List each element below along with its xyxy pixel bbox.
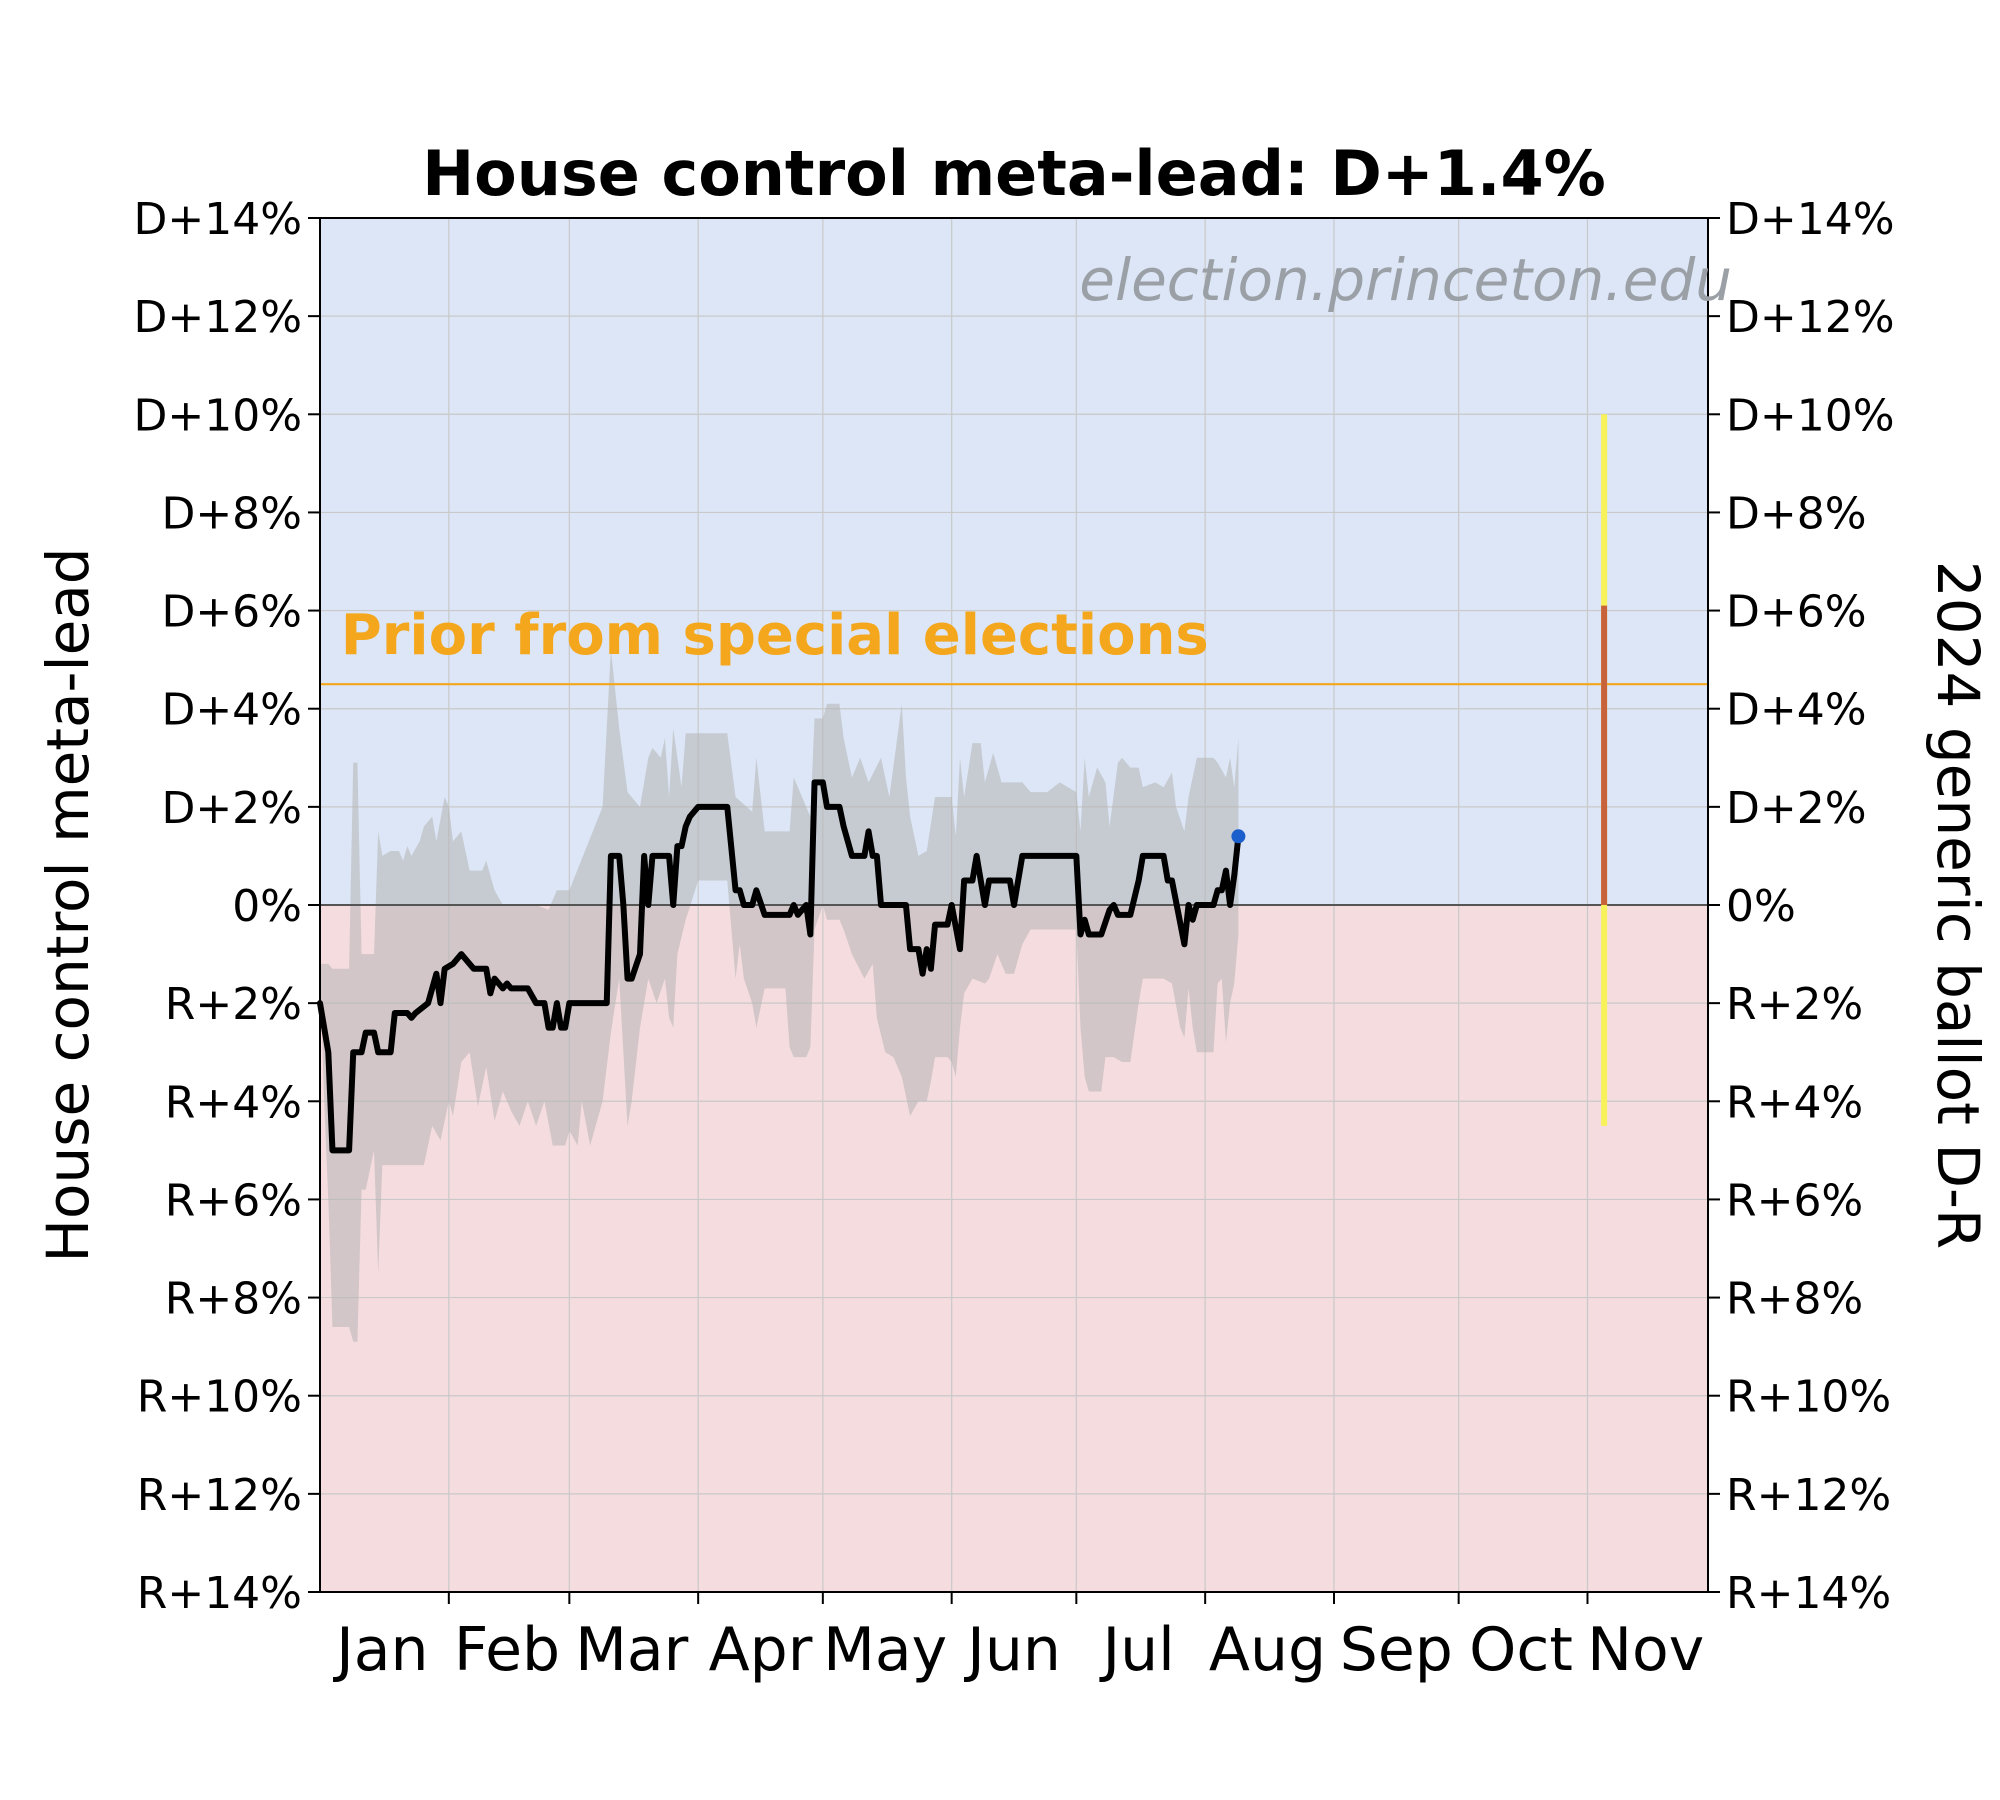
y-tick-label-right: 0%: [1726, 881, 1796, 932]
y-tick-label-left: R+6%: [165, 1175, 302, 1226]
y-tick-label-left: R+12%: [137, 1470, 302, 1521]
y-tick-label-left: 0%: [232, 881, 302, 932]
prior-label: Prior from special elections: [341, 603, 1209, 668]
chart-title: House control meta-lead: D+1.4%: [422, 137, 1605, 210]
y-tick-label-left: D+2%: [161, 783, 302, 834]
y-tick-label-left: R+8%: [165, 1274, 302, 1325]
chart-labels: House control meta-lead: D+1.4% House con…: [34, 137, 1992, 1263]
uncertainty-band: [320, 649, 1239, 1342]
x-tick-label-month: Aug: [1209, 1615, 1326, 1685]
y-tick-label-right: R+10%: [1726, 1372, 1891, 1423]
y-tick-label-right: D+10%: [1726, 390, 1895, 441]
y-tick-label-right: R+2%: [1726, 979, 1863, 1030]
y-tick-label-left: R+4%: [165, 1077, 302, 1128]
meta-lead-series: [317, 779, 1246, 1154]
y-tick-label-left: D+6%: [161, 587, 302, 638]
y-tick-label-left: D+14%: [133, 194, 302, 245]
prior-line-group: Prior from special elections: [320, 603, 1708, 686]
uncertainty-band-area: [320, 649, 1239, 1342]
y-tick-label-left: D+12%: [133, 292, 302, 343]
x-tick-label-month: Sep: [1340, 1615, 1453, 1685]
x-tick-label-month: Nov: [1587, 1615, 1704, 1685]
y-tick-label-right: D+14%: [1726, 194, 1895, 245]
y-tick-label-right: R+6%: [1726, 1175, 1863, 1226]
y-tick-label-left: D+8%: [161, 488, 302, 539]
y-tick-label-left: R+14%: [137, 1568, 302, 1619]
y-tick-label-right: D+12%: [1726, 292, 1895, 343]
y-tick-label-right: R+12%: [1726, 1470, 1891, 1521]
y-tick-label-left: R+10%: [137, 1372, 302, 1423]
y-tick-label-right: D+8%: [1726, 488, 1867, 539]
left-axis-label: House control meta-lead: [34, 547, 102, 1262]
axes: D+14% D+14% D+12% D+12% D+10% D+10% D+8% D+8% D+…: [133, 194, 1894, 1685]
y-tick-label-left: R+2%: [165, 979, 302, 1030]
x-tick-label-month: May: [823, 1615, 947, 1685]
current-value-point: [1231, 829, 1246, 844]
x-tick-label-month: Jul: [1098, 1615, 1174, 1685]
y-tick-label-right: D+2%: [1726, 783, 1867, 834]
right-axis-label: 2024 generic ballot D-R: [1924, 561, 1992, 1249]
watermark-text: election.princeton.edu: [1079, 246, 1732, 314]
y-tick-label-right: D+6%: [1726, 587, 1867, 638]
y-tick-label-left: D+4%: [161, 685, 302, 736]
y-tick-label-right: R+14%: [1726, 1568, 1891, 1619]
y-tick-label-right: R+8%: [1726, 1274, 1863, 1325]
x-tick-label-month: Jun: [963, 1615, 1061, 1685]
x-tick-label-month: Feb: [454, 1615, 560, 1685]
x-tick-label-month: Apr: [709, 1615, 813, 1685]
y-tick-label-right: R+4%: [1726, 1077, 1863, 1128]
y-tick-label-right: D+4%: [1726, 685, 1867, 736]
x-tick-label-month: Mar: [575, 1615, 689, 1685]
meta-lead-line: [317, 779, 1242, 1154]
x-tick-label-month: Jan: [332, 1615, 429, 1685]
y-tick-label-left: D+10%: [133, 390, 302, 441]
x-tick-label-month: Oct: [1469, 1615, 1573, 1685]
